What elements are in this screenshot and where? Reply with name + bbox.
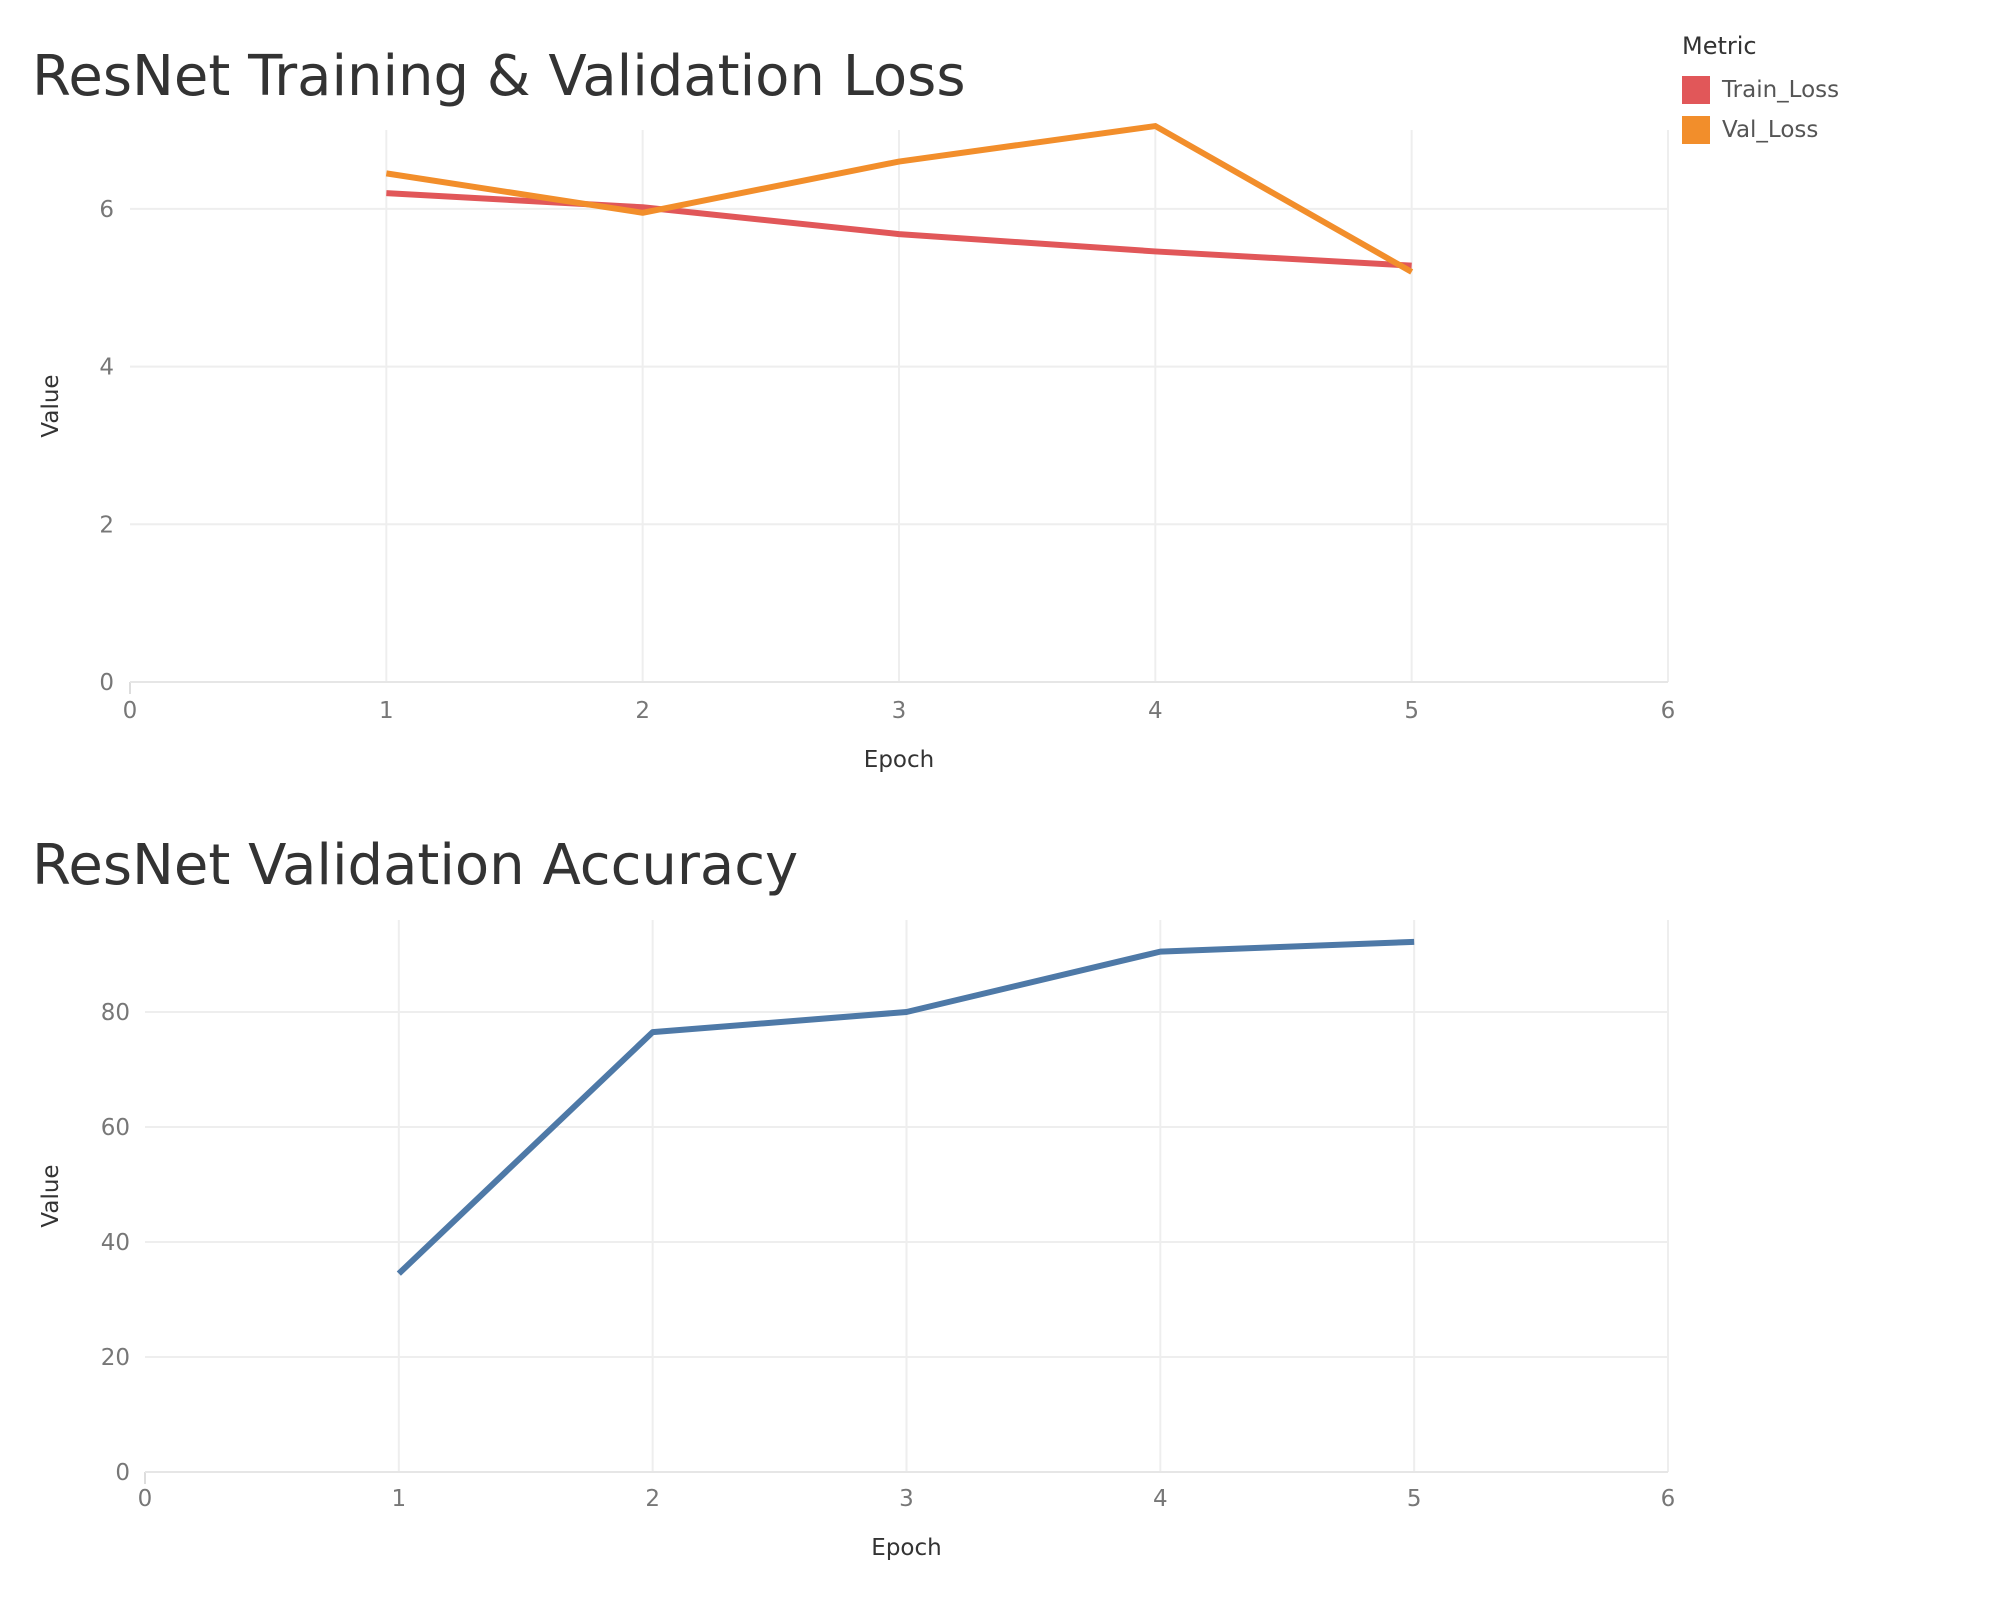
acc-y-axis-label: Value	[38, 1164, 64, 1227]
loss-x-tick-3: 3	[892, 698, 907, 724]
loss-y-axis-label: Value	[38, 374, 64, 437]
legend-label-val-loss: Val_Loss	[1722, 117, 1819, 143]
acc-y-tick-80: 80	[101, 1000, 130, 1026]
loss-x-axis-label: Epoch	[864, 747, 934, 773]
acc-x-tick-1: 1	[392, 1486, 407, 1512]
acc-x-tick-6: 6	[1661, 1486, 1676, 1512]
loss-chart-title: ResNet Training & Validation Loss	[32, 44, 966, 109]
acc-y-tick-40: 40	[101, 1230, 130, 1256]
legend-swatch-val-loss	[1682, 116, 1710, 144]
loss-x-tick-1: 1	[379, 698, 394, 724]
acc-x-axis-label: Epoch	[871, 1535, 941, 1561]
legend-item-train-loss[interactable]: Train_Loss	[1682, 70, 1839, 110]
loss-x-tick-2: 2	[635, 698, 650, 724]
loss-y-tick-2: 2	[99, 512, 114, 538]
loss-y-tick-0: 0	[99, 670, 114, 696]
acc-y-tick-60: 60	[101, 1115, 130, 1141]
acc-x-tick-3: 3	[899, 1486, 914, 1512]
legend: Metric Train_Loss Val_Loss	[1682, 32, 1839, 150]
loss-y-tick-6: 6	[99, 197, 114, 223]
loss-x-tick-0: 0	[123, 698, 138, 724]
acc-y-tick-20: 20	[101, 1345, 130, 1371]
loss-x-tick-6: 6	[1661, 698, 1676, 724]
legend-label-train-loss: Train_Loss	[1722, 77, 1840, 103]
loss-y-tick-4: 4	[99, 355, 114, 381]
legend-swatch-train-loss	[1682, 76, 1710, 104]
acc-x-tick-5: 5	[1407, 1486, 1422, 1512]
acc-x-tick-4: 4	[1153, 1486, 1168, 1512]
loss-x-tick-4: 4	[1148, 698, 1163, 724]
legend-title: Metric	[1682, 32, 1757, 60]
loss-chart: 0 1 2 3 4 5 6 0 2 4 6 Epoch Value	[38, 123, 1676, 773]
loss-x-tick-5: 5	[1404, 698, 1419, 724]
legend-item-val-loss[interactable]: Val_Loss	[1682, 110, 1839, 150]
acc-x-tick-2: 2	[645, 1486, 660, 1512]
acc-x-tick-0: 0	[138, 1486, 153, 1512]
acc-y-tick-0: 0	[115, 1460, 130, 1486]
accuracy-chart-title: ResNet Validation Accuracy	[32, 833, 799, 898]
